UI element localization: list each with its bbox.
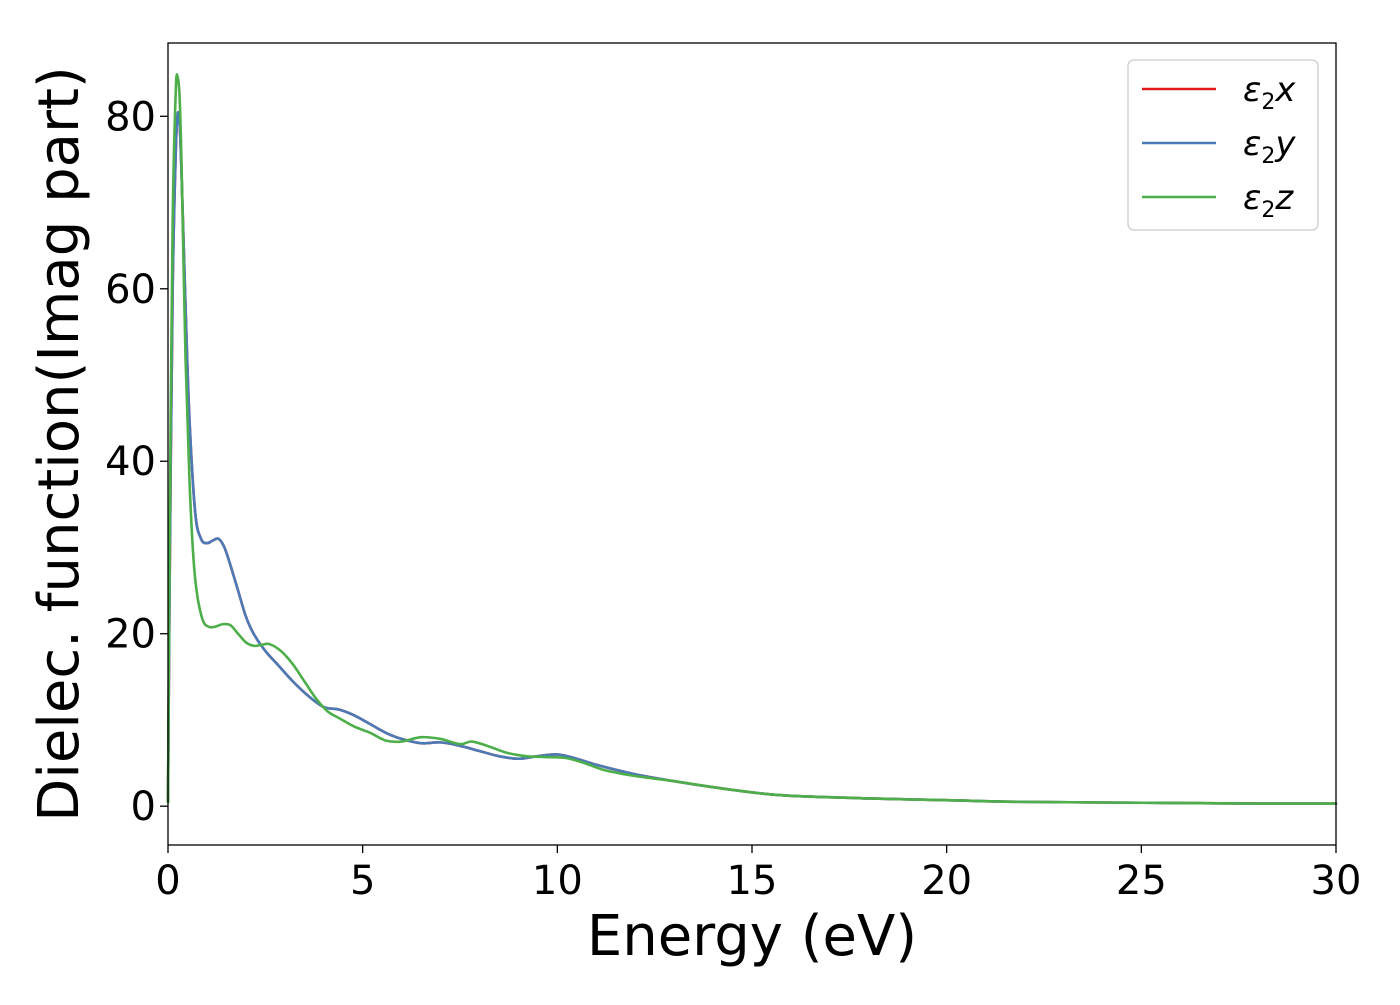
y-tick-label: 40 [105,439,156,485]
y-axis: 0 20 40 60 80 [105,94,168,830]
y-axis-label: Dielec. function(Imag part) [27,66,92,822]
legend: ε2x ε2y ε2z [1127,59,1319,231]
legend-label-z: ε2z [1243,178,1294,223]
x-axis: 0 5 10 15 20 25 30 [155,845,1361,904]
series-line-z [166,73,1338,805]
legend-box [1127,59,1319,231]
x-tick-label: 15 [727,858,778,904]
legend-label-y: ε2y [1243,124,1296,169]
x-tick-label: 10 [532,858,583,904]
series-layer [166,73,1338,805]
y-tick-label: 80 [105,94,156,140]
x-axis-label: Energy (eV) [587,904,917,969]
y-tick-label: 20 [105,612,156,658]
x-tick-label: 5 [350,858,375,904]
legend-label-x: ε2x [1243,70,1296,115]
y-tick-label: 0 [131,784,156,830]
y-tick-label: 60 [105,267,156,313]
x-tick-label: 25 [1116,858,1167,904]
x-tick-label: 0 [155,858,180,904]
x-tick-label: 20 [921,858,972,904]
x-tick-label: 30 [1311,858,1362,904]
